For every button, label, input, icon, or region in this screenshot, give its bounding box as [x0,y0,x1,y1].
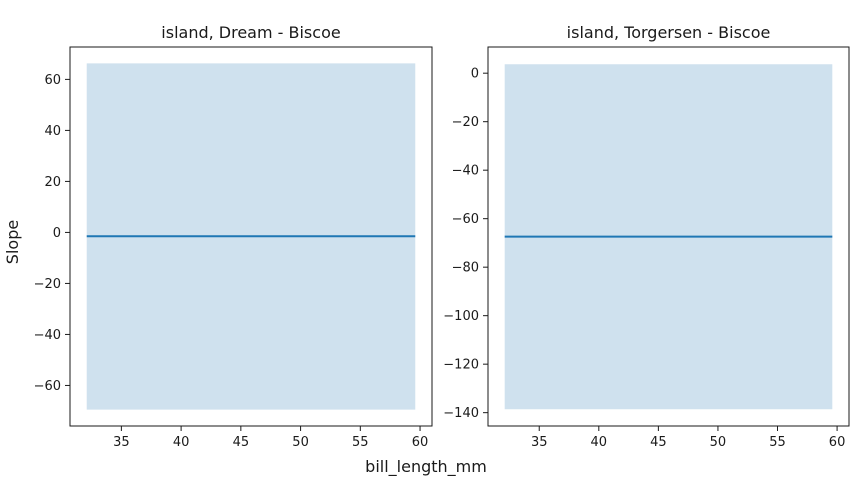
x-axis-label: bill_length_mm [365,457,487,477]
y-tick-label: 40 [44,124,61,139]
x-tick-label: 60 [829,435,846,450]
y-tick-label: 0 [53,226,61,241]
y-tick-label: −20 [452,115,479,130]
x-tick-label: 55 [769,435,786,450]
y-tick-label: −20 [34,277,61,292]
x-tick-label: 50 [710,435,727,450]
y-tick-label: 60 [44,73,61,88]
x-tick-label: 40 [591,435,608,450]
x-tick-label: 50 [292,435,309,450]
x-tick-label: 45 [650,435,667,450]
panel-title: island, Dream - Biscoe [161,23,340,42]
x-tick-label: 55 [352,435,369,450]
axes-frame [69,46,433,427]
x-tick-label: 45 [233,435,250,450]
x-tick-label: 35 [113,435,130,450]
y-tick-label: −100 [443,309,479,324]
y-tick-label: 0 [471,67,479,82]
y-tick-label: −40 [452,164,479,179]
y-tick-label: −60 [34,379,61,394]
panel-dream-biscoe: 35 40 45 50 55 60 −60 −40 −20 0 20 40 60 island, Drea… [34,23,433,450]
y-tick-label: −120 [443,358,479,373]
x-tick-label: 35 [531,435,548,450]
x-tick-label: 40 [173,435,190,450]
axes-frame [487,46,850,427]
y-tick-label: −60 [452,212,479,227]
y-tick-label: −40 [34,328,61,343]
y-tick-label: −140 [443,406,479,421]
y-tick-label: 20 [44,175,61,190]
panel-torgersen-biscoe: 35 40 45 50 55 60 −140 −120 −100 −80 −60 −40 −20 0 isl… [443,23,850,450]
y-axis-label: Slope [3,220,22,264]
y-tick-label: −80 [452,261,479,276]
panel-title: island, Torgersen - Biscoe [567,23,771,42]
x-tick-label: 60 [412,435,429,450]
